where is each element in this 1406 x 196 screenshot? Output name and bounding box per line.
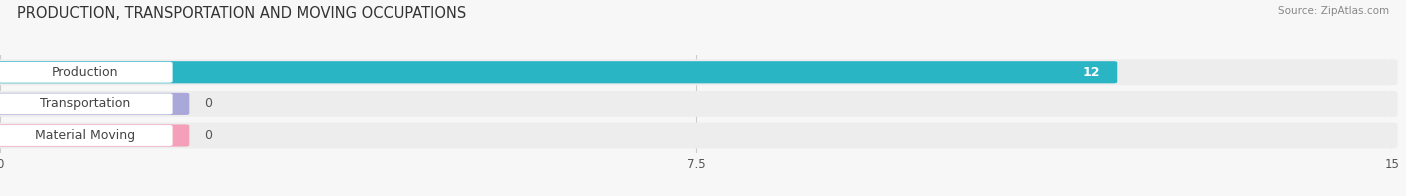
Text: Material Moving: Material Moving: [35, 129, 135, 142]
Text: Transportation: Transportation: [41, 97, 131, 110]
FancyBboxPatch shape: [0, 91, 1398, 117]
Text: 0: 0: [204, 97, 212, 110]
FancyBboxPatch shape: [0, 62, 173, 83]
FancyBboxPatch shape: [0, 93, 190, 115]
FancyBboxPatch shape: [0, 61, 1118, 83]
FancyBboxPatch shape: [0, 124, 190, 147]
Text: PRODUCTION, TRANSPORTATION AND MOVING OCCUPATIONS: PRODUCTION, TRANSPORTATION AND MOVING OC…: [17, 6, 467, 21]
Text: 12: 12: [1083, 66, 1099, 79]
FancyBboxPatch shape: [0, 93, 173, 114]
FancyBboxPatch shape: [0, 122, 1398, 148]
Text: Production: Production: [52, 66, 118, 79]
Text: Source: ZipAtlas.com: Source: ZipAtlas.com: [1278, 6, 1389, 16]
FancyBboxPatch shape: [0, 59, 1398, 85]
FancyBboxPatch shape: [0, 125, 173, 146]
Text: 0: 0: [204, 129, 212, 142]
